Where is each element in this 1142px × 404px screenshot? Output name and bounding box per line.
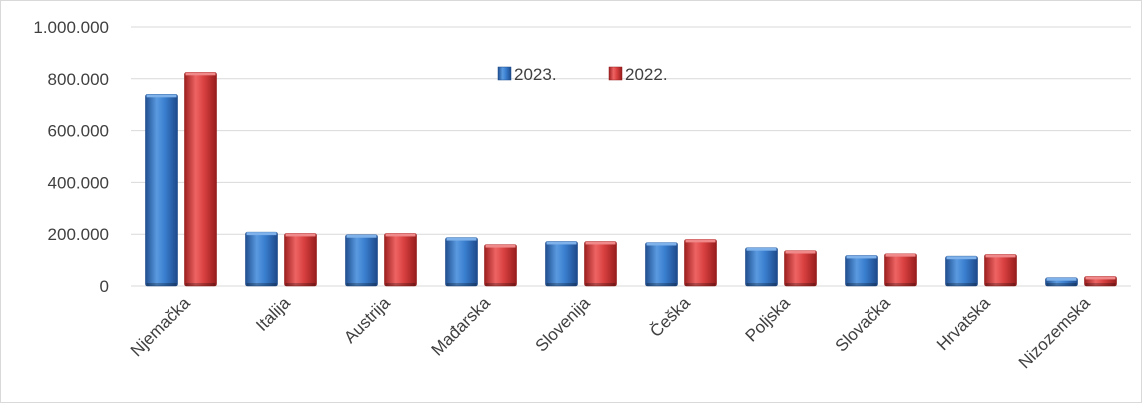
bar-bottom-shade [746, 283, 777, 286]
bar-bottom-shade [1085, 283, 1116, 286]
x-category-label: Mađarska [428, 293, 495, 360]
x-category-label: Slovenija [532, 293, 595, 356]
bar-top-bevel [646, 242, 677, 246]
y-tick-label: 800.000 [48, 70, 109, 89]
bar-2023-5 [645, 242, 678, 287]
bar-top-bevel [585, 241, 616, 245]
x-category-label: Austrija [340, 293, 394, 347]
y-axis-ticks: 0 200.000 400.000 600.000 800.000 1.000.000 [33, 18, 109, 296]
bar-2023-8 [945, 255, 978, 287]
bar-2022-1 [284, 233, 317, 287]
bar-top-bevel [346, 234, 377, 238]
bar-2023-6 [745, 247, 778, 287]
bar-top-bevel [1046, 277, 1077, 281]
bar-2022-8 [984, 254, 1017, 287]
bar-2023-4 [545, 241, 578, 287]
bar-top-bevel [446, 237, 477, 241]
bar-top-bevel [946, 256, 977, 260]
bar-top-bevel [985, 254, 1016, 258]
bar-top-bevel [285, 233, 316, 237]
bar-bottom-shade [485, 283, 516, 286]
bar-bottom-shade [346, 283, 377, 286]
x-category-label: Poljska [742, 293, 795, 346]
bar-top-bevel [685, 239, 716, 243]
x-category-label: Češka [646, 293, 694, 341]
y-tick-label: 400.000 [48, 173, 109, 192]
bar-2022-7 [884, 253, 917, 287]
bar-top-bevel [246, 232, 277, 236]
bar-bottom-shade [846, 283, 877, 286]
bar-bottom-shade [885, 283, 916, 286]
x-axis-labels: Njemačka Italija Austrija Mađarska Slovenija… [127, 293, 1094, 372]
bars-layer [145, 72, 1117, 287]
bar-2022-5 [684, 239, 717, 287]
bar-bottom-shade [985, 283, 1016, 286]
legend-swatch-2023 [497, 66, 512, 81]
bar-bottom-shade [285, 283, 316, 286]
bar-bottom-shade [646, 283, 677, 286]
y-tick-label: 200.000 [48, 225, 109, 244]
bar-top-bevel [1085, 276, 1116, 280]
bar-2023-2 [345, 234, 378, 287]
y-tick-label: 0 [100, 277, 109, 296]
bar-bottom-shade [685, 283, 716, 286]
bar-2022-0 [184, 72, 217, 287]
x-category-label: Italija [252, 293, 294, 335]
bar-top-bevel [885, 253, 916, 257]
bar-bottom-shade [446, 283, 477, 286]
bar-top-bevel [746, 247, 777, 251]
bar-2023-1 [245, 231, 278, 287]
bar-bottom-shade [146, 283, 177, 286]
y-tick-label: 1.000.000 [33, 18, 109, 37]
bar-2023-3 [445, 237, 478, 287]
bar-top-bevel [185, 72, 216, 76]
legend-label-2022: 2022. [625, 65, 668, 84]
bar-top-bevel [485, 244, 516, 248]
bar-bottom-shade [246, 283, 277, 286]
bar-2023-7 [845, 255, 878, 287]
bar-top-bevel [385, 233, 416, 237]
bar-2022-2 [384, 233, 417, 287]
legend: 2023. 2022. [497, 65, 668, 84]
bar-top-bevel [146, 94, 177, 98]
y-tick-label: 600.000 [48, 122, 109, 141]
x-category-label: Hrvatska [933, 293, 994, 354]
bar-bottom-shade [585, 283, 616, 286]
bar-bottom-shade [185, 283, 216, 286]
bar-top-bevel [846, 255, 877, 259]
x-category-label: Slovačka [832, 293, 895, 356]
x-category-label: Nizozemska [1015, 293, 1094, 372]
bar-2022-3 [484, 244, 517, 287]
bar-2023-0 [145, 94, 178, 287]
bar-bottom-shade [946, 283, 977, 286]
x-category-label: Njemačka [127, 293, 194, 360]
legend-label-2023: 2023. [514, 65, 557, 84]
bar-top-bevel [546, 241, 577, 245]
bar-bottom-shade [785, 283, 816, 286]
bar-bottom-shade [385, 283, 416, 286]
bar-top-bevel [785, 250, 816, 254]
bar-2022-6 [784, 250, 817, 287]
bar-bottom-shade [1046, 283, 1077, 286]
legend-swatch-2022 [608, 66, 623, 81]
bar-2022-4 [584, 241, 617, 287]
bar-bottom-shade [546, 283, 577, 286]
